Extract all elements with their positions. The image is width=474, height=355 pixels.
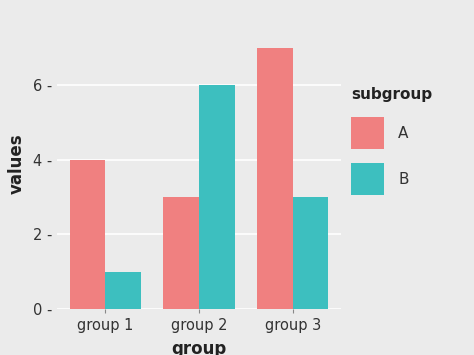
Bar [199, 85, 235, 309]
Bar [105, 272, 141, 309]
X-axis label: group: group [172, 340, 227, 355]
Y-axis label: values: values [8, 133, 26, 193]
Text: B: B [398, 172, 409, 187]
Bar [257, 48, 293, 309]
Text: A: A [398, 126, 409, 141]
Bar [70, 159, 105, 309]
Text: subgroup: subgroup [351, 87, 432, 102]
Bar [293, 197, 328, 309]
Bar [164, 197, 199, 309]
